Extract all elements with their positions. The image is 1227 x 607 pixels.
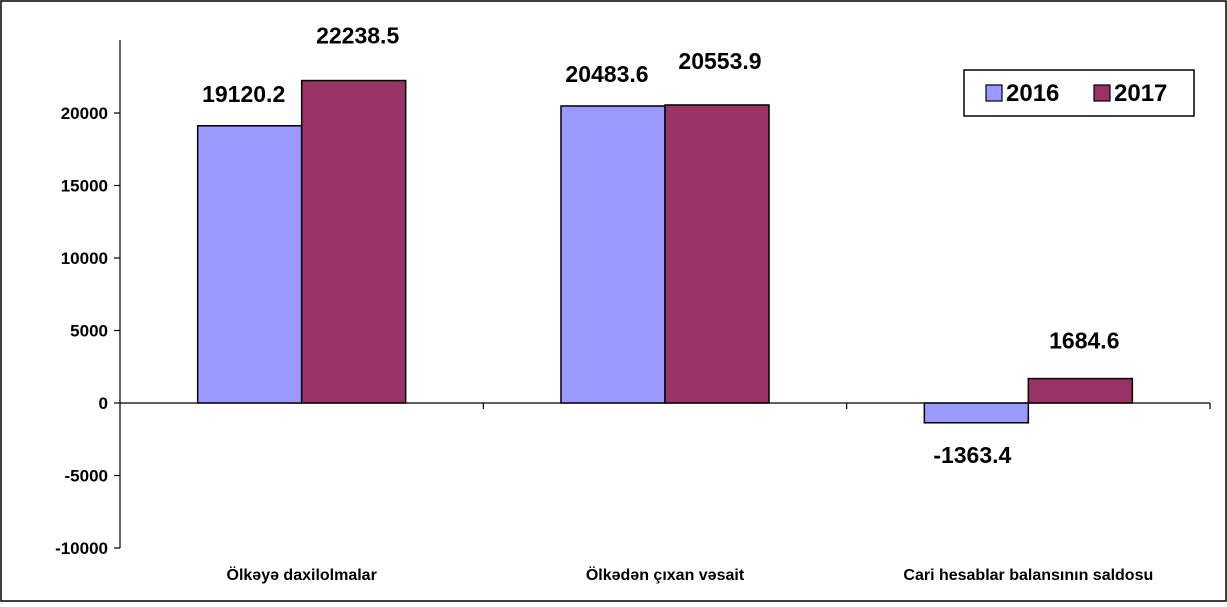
- legend-label: 2016: [1006, 80, 1059, 107]
- bar-2016: [923, 402, 1030, 424]
- data-label: 20553.9: [678, 48, 761, 74]
- bar-2017: [300, 79, 407, 404]
- y-tick-label: 5000: [70, 322, 108, 341]
- category-label: Cari hesablar balansının saldosu: [903, 567, 1153, 584]
- bar-2016: [560, 105, 666, 404]
- y-tick-label: 10000: [61, 249, 108, 268]
- legend-swatch-2016: [985, 84, 1003, 102]
- category-label: Ölkəyə daxilolmalar: [227, 565, 377, 584]
- bar-2017: [1027, 377, 1134, 404]
- category-label: Ölkədən çıxan vəsait: [586, 565, 745, 584]
- bar-2017: [664, 104, 770, 404]
- legend: 2016 2017: [963, 69, 1195, 117]
- data-label: -1363.4: [933, 442, 1011, 468]
- y-tick-label: 20000: [61, 104, 108, 123]
- legend-label: 2017: [1114, 80, 1167, 107]
- y-tick-label: 15000: [61, 177, 108, 196]
- data-label: 20483.6: [565, 61, 648, 87]
- legend-swatch-2017: [1093, 84, 1111, 102]
- y-tick-label: -5000: [65, 467, 108, 486]
- data-label: 19120.2: [202, 81, 285, 107]
- y-tick-label: 0: [99, 394, 108, 413]
- data-labels: 19120.2 22238.5 20483.6 20553.9 -1363.4 1684.…: [202, 23, 1119, 468]
- data-label: 22238.5: [316, 23, 399, 49]
- data-label: 1684.6: [1049, 328, 1119, 354]
- bar-2016: [196, 125, 303, 404]
- y-tick-label: -10000: [55, 539, 108, 558]
- bars: [196, 79, 1134, 424]
